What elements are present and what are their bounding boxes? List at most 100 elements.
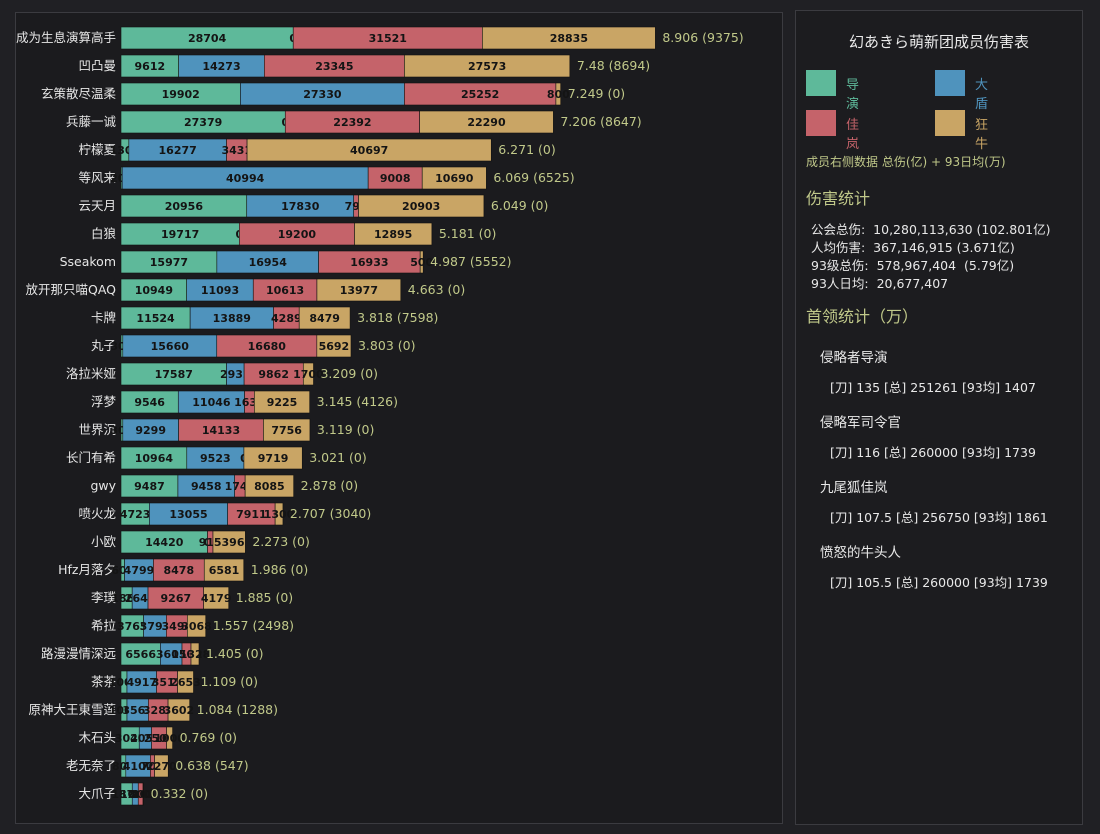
bar-value-label: 25252	[461, 88, 499, 101]
bar-value-label: 3512	[152, 676, 183, 689]
bar-value-label: 9546	[134, 396, 165, 409]
bar-value-label: 10613	[266, 284, 304, 297]
bar-value-label: 9458	[191, 480, 222, 493]
bar-value-label: 14133	[202, 424, 240, 437]
bar-value-label: 6581	[209, 564, 240, 577]
category-label: Sseakom	[60, 254, 116, 269]
boss-name: 九尾狐佳岚	[820, 480, 888, 496]
bar-total-label: 8.906 (9375)	[662, 30, 743, 45]
bar-total-label: 3.021 (0)	[309, 450, 366, 465]
bar-value-label: 1000	[154, 732, 185, 745]
bar-segment	[555, 82, 562, 106]
bar-value-label: 31521	[369, 32, 407, 45]
bar-value-label: 5396	[214, 536, 245, 549]
bar-segment	[298, 306, 351, 330]
bar-value-label: 10949	[135, 284, 173, 297]
category-label: 世界沉	[78, 422, 116, 437]
bar-total-label: 4.987 (5552)	[430, 254, 511, 269]
bar-value-label: 1328	[180, 648, 211, 661]
category-label: gwy	[90, 478, 116, 493]
bar-segment	[274, 502, 284, 526]
bar-total-label: 6.271 (0)	[498, 142, 555, 157]
bar-value-label: 2932	[220, 368, 251, 381]
bar-segment	[167, 698, 190, 722]
category-label: 玄策散尽温柔	[41, 86, 117, 101]
bar-total-label: 7.206 (8647)	[560, 114, 641, 129]
bar-value-label: 16277	[159, 144, 197, 157]
category-label: 李璞	[91, 590, 117, 605]
bar-total-label: 2.273 (0)	[252, 534, 309, 549]
bar-segment	[263, 418, 311, 442]
bar-segment	[166, 726, 173, 750]
bar-total-label: 1.557 (2498)	[213, 618, 294, 633]
bar-value-label: 14273	[202, 60, 240, 73]
bar-value-label: 3068	[181, 620, 212, 633]
legend-swatch	[935, 70, 965, 96]
bar-value-label: 100	[132, 788, 155, 801]
category-label: 凹凸曼	[78, 58, 116, 73]
bar-value-label: 4723	[120, 508, 151, 521]
bar-value-label: 19717	[161, 228, 199, 241]
boss-name: 侵略者导演	[820, 350, 888, 366]
damage-chart-panel: 要成为生息演算高手28704031521288358.906 (9375)凹凸曼…	[15, 12, 783, 824]
bar-value-label: 13889	[213, 312, 251, 325]
bar-value-label: 16933	[350, 256, 388, 269]
bar-value-label: 4917	[126, 676, 157, 689]
bar-segment	[404, 54, 571, 78]
bar-value-label: 16680	[248, 340, 287, 353]
legend-swatch	[806, 70, 836, 96]
bar-segment	[154, 754, 169, 778]
bar-total-label: 5.181 (0)	[439, 226, 496, 241]
bar-total-label: 2.707 (3040)	[290, 506, 371, 521]
category-label: 等风来	[78, 170, 116, 185]
bar-segment	[358, 194, 485, 218]
legend-label: 狂牛	[975, 118, 989, 152]
bar-value-label: 3563	[122, 704, 153, 717]
stat-line: 93级总伤: 578,967,404 (5.79亿)	[811, 258, 1015, 273]
bar-segment	[212, 530, 246, 554]
bar-total-label: 4.663 (0)	[408, 282, 465, 297]
bar-value-label: 14420	[145, 536, 184, 549]
bar-value-label: 8479	[309, 312, 340, 325]
boss-name: 侵略军司令官	[820, 415, 901, 431]
legend-label: 导演	[846, 78, 860, 112]
bar-value-label: 9523	[200, 452, 231, 465]
bar-value-label: 19200	[278, 228, 317, 241]
category-label: Hfz月落夕	[58, 562, 116, 577]
category-label: 浮梦	[91, 394, 117, 409]
stat-line: 人均伤害: 367,146,915 (3.671亿)	[811, 240, 1015, 255]
bar-value-label: 10690	[435, 172, 474, 185]
bar-value-label: 23345	[315, 60, 353, 73]
bar-segment	[316, 278, 402, 302]
bar-value-label: 40994	[226, 172, 265, 185]
legend-swatch	[935, 110, 965, 136]
bar-value-label: 3793	[140, 620, 171, 633]
bar-value-label: 22392	[333, 116, 371, 129]
bar-value-label: 11093	[201, 284, 239, 297]
bar-value-label: 16954	[249, 256, 288, 269]
bar-value-label: 17587	[155, 368, 193, 381]
bar-segment	[419, 250, 424, 274]
bar-value-label: 3602	[164, 704, 195, 717]
bar-total-label: 1.986 (0)	[251, 562, 308, 577]
bar-value-label: 13055	[169, 508, 207, 521]
category-label: 小欧	[91, 534, 117, 549]
bar-value-label: 13977	[340, 284, 378, 297]
bar-value-label: 11046	[192, 396, 231, 409]
bar-value-label: 4179	[201, 592, 232, 605]
legend-note: 成员右侧数据 总伤(亿) + 93日均(万)	[806, 155, 1006, 169]
bar-value-label: 15660	[151, 340, 190, 353]
bar-value-label: 800	[547, 88, 570, 101]
bar-total-label: 6.049 (0)	[491, 198, 548, 213]
bar-value-label: 28835	[550, 32, 588, 45]
bar-segment	[243, 446, 303, 470]
bar-segment	[302, 362, 314, 386]
boss-stat-line: [刀] 107.5 [总] 256750 [93均] 1861	[830, 510, 1048, 525]
bar-total-label: 0.332 (0)	[151, 786, 208, 801]
bar-total-label: 0.769 (0)	[180, 730, 237, 745]
category-label: 木石头	[78, 730, 116, 745]
bar-value-label: 15977	[150, 256, 188, 269]
damage-stats-title: 伤害统计	[806, 189, 871, 208]
category-label: 丸子	[91, 338, 116, 353]
bar-value-label: 3431	[221, 144, 252, 157]
